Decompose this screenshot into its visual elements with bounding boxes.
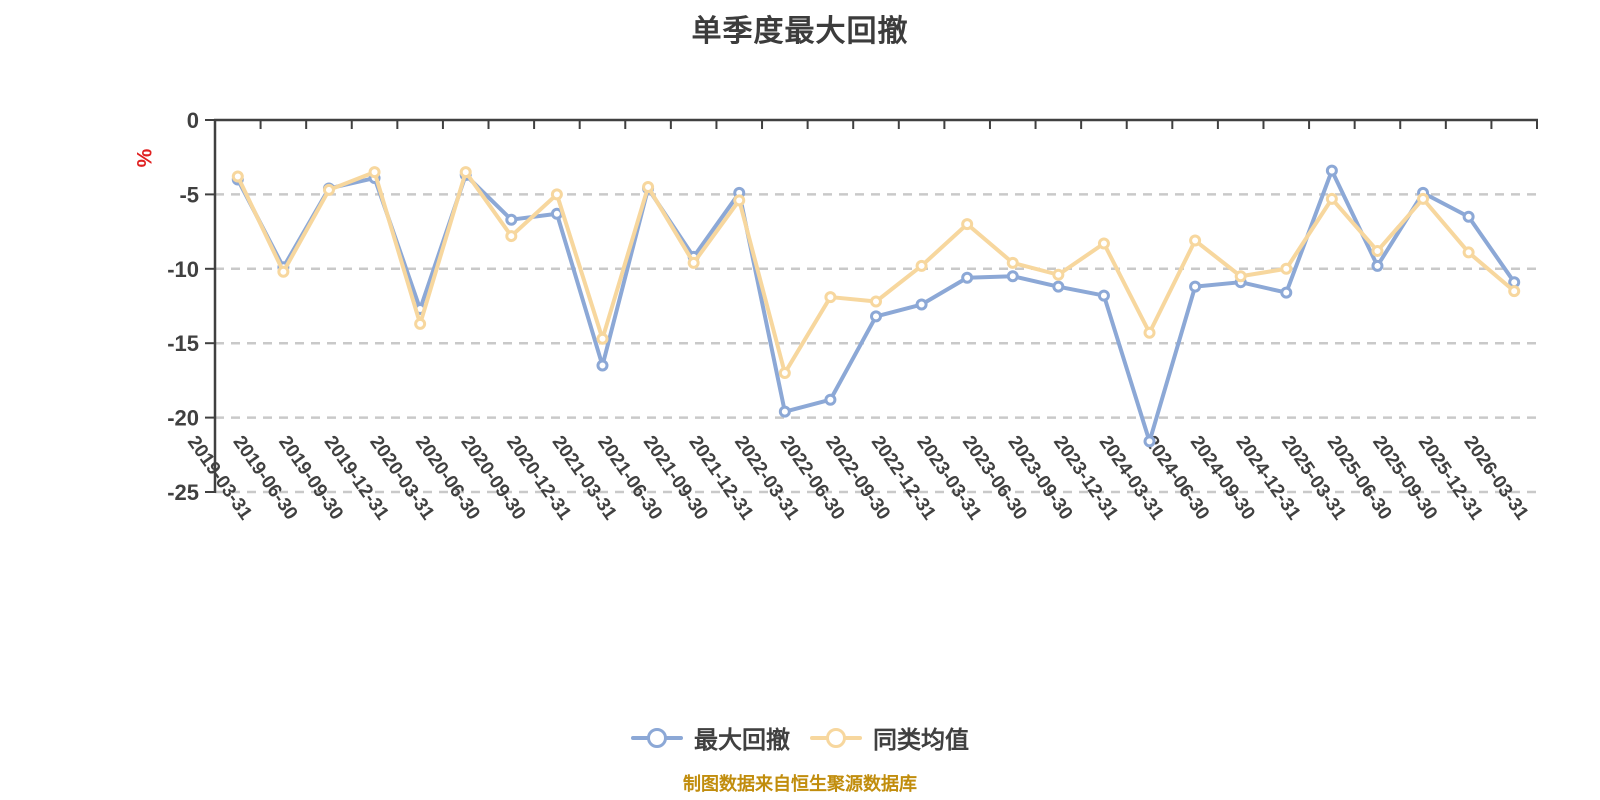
y-axis-tick-label: -10: [167, 257, 199, 282]
y-axis-tick-label: -25: [167, 480, 199, 505]
legend-label-average: 同类均值: [873, 727, 969, 754]
data-point: [1417, 192, 1430, 205]
data-point: [505, 213, 518, 226]
data-point: [778, 366, 791, 379]
data-point: [277, 265, 290, 278]
data-point: [1189, 234, 1202, 247]
data-point: [368, 166, 381, 179]
y-axis-tick-label: 0: [187, 108, 199, 133]
data-point: [1325, 192, 1338, 205]
data-point: [505, 230, 518, 243]
data-point: [322, 183, 335, 196]
data-point: [414, 317, 427, 330]
legend-circle-1: [826, 727, 846, 748]
data-point: [733, 194, 746, 207]
data-point: [824, 393, 837, 406]
data-point: [961, 218, 974, 231]
data-point: [1325, 164, 1338, 177]
legend-label-drawdown: 最大回撤: [694, 727, 790, 754]
data-point: [1462, 246, 1475, 259]
data-point: [1280, 286, 1293, 299]
y-axis-tick-label: -5: [179, 182, 199, 207]
data-point: [1371, 259, 1384, 272]
data-point: [961, 271, 974, 284]
legend-item-drawdown[interactable]: 最大回撤: [631, 720, 790, 755]
data-point: [596, 359, 609, 372]
data-point: [1143, 326, 1156, 339]
legend: 最大回撤 同类均值: [0, 720, 1600, 755]
legend-circle-0: [647, 727, 667, 748]
line-marker-icon: [631, 727, 683, 748]
data-point: [1052, 280, 1065, 293]
data-point: [550, 188, 563, 201]
data-point: [1143, 435, 1156, 448]
data-point: [915, 298, 928, 311]
data-point: [459, 166, 472, 179]
data-point: [1097, 289, 1110, 302]
data-source-caption: 制图数据来自恒生聚源数据库: [683, 774, 917, 794]
y-axis-tick-label: -15: [167, 331, 199, 356]
data-point: [231, 170, 244, 183]
data-point: [870, 295, 882, 308]
data-point: [1006, 270, 1019, 283]
data-point: [870, 310, 882, 323]
data-point: [778, 405, 791, 418]
data-point: [915, 259, 928, 272]
data-point: [1006, 256, 1019, 269]
data-point: [1280, 262, 1293, 275]
data-point: [824, 291, 837, 304]
data-point: [642, 180, 655, 193]
data-point: [687, 256, 700, 269]
data-point: [1462, 210, 1475, 223]
data-point: [596, 332, 609, 345]
data-point: [1189, 280, 1202, 293]
data-point: [1371, 244, 1384, 257]
legend-item-average[interactable]: 同类均值: [810, 720, 969, 755]
data-point: [1097, 237, 1110, 250]
chart-title: 单季度最大回撤: [691, 15, 909, 48]
line-marker-icon: [810, 727, 862, 748]
y-axis-tick-label: -20: [167, 406, 199, 431]
data-point: [1508, 285, 1521, 298]
data-point: [1234, 270, 1247, 283]
data-point: [1052, 268, 1065, 281]
